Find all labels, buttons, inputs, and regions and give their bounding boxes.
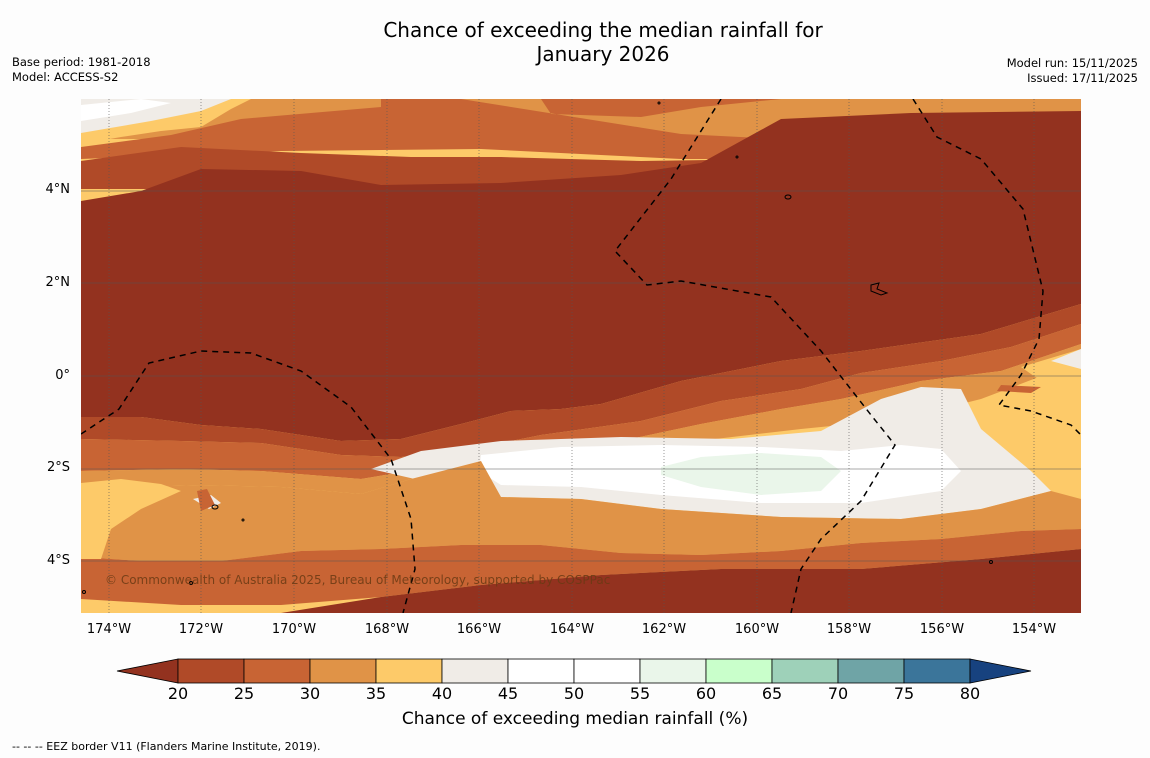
meta-right: Model run: 15/11/2025 Issued: 17/11/2025 [1007, 56, 1138, 86]
colorbar-tick-label: 20 [167, 684, 189, 703]
lon-label: 174°W [86, 622, 132, 637]
lon-label: 162°W [641, 622, 687, 637]
colorbar-segment [309, 658, 377, 684]
band-45-50-top [81, 99, 171, 121]
lon-label: 166°W [456, 622, 502, 637]
lon-label: 164°W [549, 622, 595, 637]
colorbar-segment [507, 658, 575, 684]
lat-label: 2°S [46, 460, 70, 475]
band-35-40-west [81, 479, 181, 559]
colorbar-tick-label: 45 [497, 684, 519, 703]
colorbar-segment [771, 658, 839, 684]
colorbar-arrow-high [969, 658, 1032, 684]
island [784, 194, 792, 200]
colorbar-label: Chance of exceeding median rainfall (%) [401, 709, 749, 729]
colorbar-segment [243, 658, 311, 684]
model-name: Model: ACCESS-S2 [12, 70, 119, 84]
copyright-notice: © Commonwealth of Australia 2025, Bureau… [105, 573, 611, 587]
lon-label: 154°W [1011, 622, 1057, 637]
lat-label: 2°N [45, 275, 71, 290]
lat-label: 4°S [46, 553, 70, 568]
island [657, 101, 661, 105]
lat-label: 4°N [45, 182, 71, 197]
band-30-35-far-south [81, 461, 1081, 561]
lon-label: 158°W [826, 622, 872, 637]
map-grid [81, 190, 1081, 562]
title-line-1: Chance of exceeding the median rainfall … [383, 18, 823, 42]
eez-border-east [912, 99, 1081, 436]
title-line-2: January 2026 [536, 42, 670, 66]
island [82, 590, 86, 594]
colorbar-segment [903, 658, 971, 684]
island [870, 282, 889, 296]
base-period: Base period: 1981-2018 [12, 55, 151, 69]
band-below-20-core [81, 111, 1081, 441]
colorbar-tick-label: 50 [563, 684, 585, 703]
eez-border-west [81, 350, 416, 613]
island [211, 504, 219, 510]
island [989, 560, 993, 564]
colorbar-tick-label: 30 [299, 684, 321, 703]
band-below-20-south [281, 549, 1081, 613]
map-title: Chance of exceeding the median rainfall … [300, 18, 906, 66]
band-40-45-east [1051, 349, 1081, 369]
colorbar-tick-label: 35 [365, 684, 387, 703]
model-run: Model run: 15/11/2025 [1006, 56, 1138, 70]
colorbar-tick-label: 25 [233, 684, 255, 703]
island [189, 581, 193, 585]
band-25-30-west [197, 489, 215, 511]
band-25-30-south [81, 324, 1081, 479]
band-25-30-east [997, 385, 1041, 393]
lon-label: 170°W [271, 622, 317, 637]
lon-label: 172°W [178, 622, 224, 637]
meta-left: Base period: 1981-2018 Model: ACCESS-S2 [12, 55, 151, 85]
eez-borders [81, 99, 1081, 613]
island [241, 518, 245, 522]
colorbar-segment [177, 658, 245, 684]
band-20-25-south [81, 304, 1081, 457]
colorbar-segments [116, 658, 1032, 684]
colorbar-tick-label: 65 [761, 684, 783, 703]
eez-border-central [614, 99, 896, 613]
colorbar-segment [375, 658, 443, 684]
map-svg [81, 99, 1081, 613]
rainfall-map [81, 99, 1081, 613]
islands [82, 101, 993, 594]
eez-footnote: -- -- -- EEZ border V11 (Flanders Marine… [12, 740, 321, 753]
colorbar-segment [705, 658, 773, 684]
lon-label: 160°W [734, 622, 780, 637]
colorbar-segment [573, 658, 641, 684]
colorbar-tick-label: 40 [431, 684, 453, 703]
band-55-60 [661, 453, 841, 495]
band-25-30-far-south [81, 529, 1081, 605]
lon-label: 168°W [364, 622, 410, 637]
colorbar-segment [639, 658, 707, 684]
colorbar-tick-label: 70 [827, 684, 849, 703]
lon-label: 156°W [919, 622, 965, 637]
colorbar-segment [441, 658, 509, 684]
colorbar-tick-label: 75 [893, 684, 915, 703]
island [735, 155, 739, 159]
colorbar-segment [837, 658, 905, 684]
colorbar-tick-label: 60 [695, 684, 717, 703]
colorbar [116, 658, 1032, 684]
colorbar-tick-label: 55 [629, 684, 651, 703]
issued-date: Issued: 17/11/2025 [1027, 71, 1138, 85]
colorbar-arrow-low [116, 658, 179, 684]
colorbar-tick-label: 80 [959, 684, 981, 703]
lat-label: 0° [55, 368, 70, 383]
